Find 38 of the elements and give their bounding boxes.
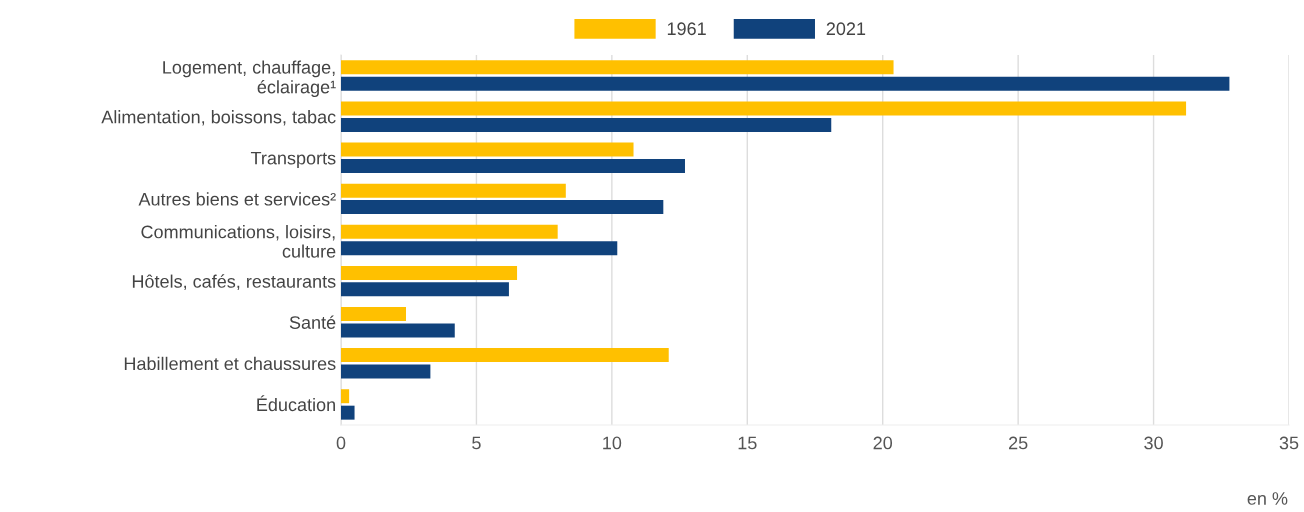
y-tick-label: Habillement et chaussures (124, 356, 336, 371)
bar (341, 183, 566, 198)
x-tick-label: 20 (873, 436, 893, 450)
bar (341, 117, 832, 132)
bar (341, 224, 558, 239)
y-tick-label: Autres biens et services² (138, 192, 336, 206)
bar (341, 348, 669, 363)
bar (341, 282, 509, 297)
bar (341, 60, 894, 75)
bar (341, 241, 618, 256)
legend-label: 1961 (667, 22, 706, 36)
x-tick-label: 0 (336, 436, 346, 450)
bar (341, 159, 685, 173)
bar (341, 389, 350, 404)
x-tick-label: 10 (603, 436, 622, 450)
x-tick-label: 30 (1144, 436, 1163, 450)
y-tick-label: Santé (289, 315, 336, 329)
x-tick-label: 25 (1009, 436, 1028, 450)
y-tick-label: Alimentation, boissons, tabac (101, 110, 336, 126)
bar (341, 307, 407, 321)
bar (341, 200, 664, 215)
bar (341, 142, 634, 157)
bar (341, 76, 1230, 91)
y-tick-label: Logement, chauffage, éclairage¹ (163, 60, 336, 98)
legend-label: 2021 (826, 22, 866, 36)
y-tick-label: Communications, loisirs, culture (141, 225, 336, 258)
x-tick-label: 35 (1279, 436, 1299, 450)
bar (341, 265, 518, 280)
bar (341, 323, 455, 338)
bar (341, 364, 431, 379)
x-tick-label: 15 (738, 436, 757, 450)
bar (341, 405, 355, 420)
bar (341, 101, 1187, 116)
y-tick-label: Transports (250, 151, 336, 169)
x-tick-label: 5 (472, 436, 481, 450)
y-tick-label: Hôtels, cafés, restaurants (132, 274, 336, 290)
text: en % (1247, 492, 1288, 505)
y-tick-label: Éducation (257, 395, 335, 412)
